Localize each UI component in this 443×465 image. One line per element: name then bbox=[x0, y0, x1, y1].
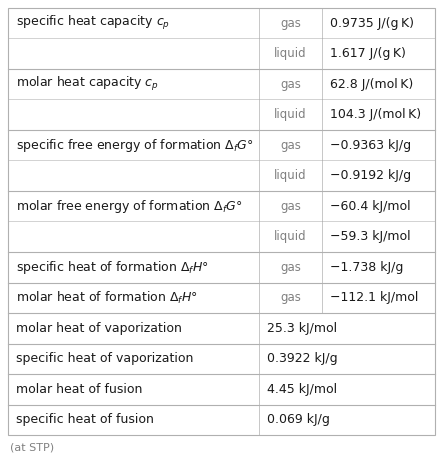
Text: gas: gas bbox=[280, 261, 301, 274]
Text: gas: gas bbox=[280, 78, 301, 91]
Text: 0.069 kJ/g: 0.069 kJ/g bbox=[267, 413, 330, 426]
Text: liquid: liquid bbox=[274, 108, 307, 121]
Text: −0.9192 kJ/g: −0.9192 kJ/g bbox=[330, 169, 412, 182]
Text: specific free energy of formation $\Delta_f G°$: specific free energy of formation $\Delt… bbox=[16, 137, 254, 154]
Text: 1.617 J/(g K): 1.617 J/(g K) bbox=[330, 47, 406, 60]
Text: gas: gas bbox=[280, 200, 301, 213]
Text: molar heat of formation $\Delta_f H°$: molar heat of formation $\Delta_f H°$ bbox=[16, 290, 198, 306]
Text: molar free energy of formation $\Delta_f G°$: molar free energy of formation $\Delta_f… bbox=[16, 198, 243, 215]
Text: liquid: liquid bbox=[274, 47, 307, 60]
Text: −60.4 kJ/mol: −60.4 kJ/mol bbox=[330, 200, 411, 213]
Text: specific heat capacity $c_p$: specific heat capacity $c_p$ bbox=[16, 14, 170, 32]
Text: (at STP): (at STP) bbox=[10, 442, 54, 452]
Text: 0.9735 J/(g K): 0.9735 J/(g K) bbox=[330, 17, 414, 30]
Text: −112.1 kJ/mol: −112.1 kJ/mol bbox=[330, 291, 419, 304]
Text: molar heat of vaporization: molar heat of vaporization bbox=[16, 322, 182, 335]
Text: 25.3 kJ/mol: 25.3 kJ/mol bbox=[267, 322, 337, 335]
Text: molar heat of fusion: molar heat of fusion bbox=[16, 383, 142, 396]
Text: specific heat of formation $\Delta_f H°$: specific heat of formation $\Delta_f H°$ bbox=[16, 259, 209, 276]
Text: liquid: liquid bbox=[274, 230, 307, 243]
Text: liquid: liquid bbox=[274, 169, 307, 182]
Text: 104.3 J/(mol K): 104.3 J/(mol K) bbox=[330, 108, 421, 121]
Text: specific heat of vaporization: specific heat of vaporization bbox=[16, 352, 194, 365]
Text: −1.738 kJ/g: −1.738 kJ/g bbox=[330, 261, 404, 274]
Text: −59.3 kJ/mol: −59.3 kJ/mol bbox=[330, 230, 411, 243]
Text: gas: gas bbox=[280, 139, 301, 152]
Text: molar heat capacity $c_p$: molar heat capacity $c_p$ bbox=[16, 75, 159, 93]
Text: 0.3922 kJ/g: 0.3922 kJ/g bbox=[267, 352, 338, 365]
Text: gas: gas bbox=[280, 291, 301, 304]
Text: specific heat of fusion: specific heat of fusion bbox=[16, 413, 154, 426]
Text: 62.8 J/(mol K): 62.8 J/(mol K) bbox=[330, 78, 413, 91]
Text: −0.9363 kJ/g: −0.9363 kJ/g bbox=[330, 139, 412, 152]
Text: 4.45 kJ/mol: 4.45 kJ/mol bbox=[267, 383, 337, 396]
Text: gas: gas bbox=[280, 17, 301, 30]
